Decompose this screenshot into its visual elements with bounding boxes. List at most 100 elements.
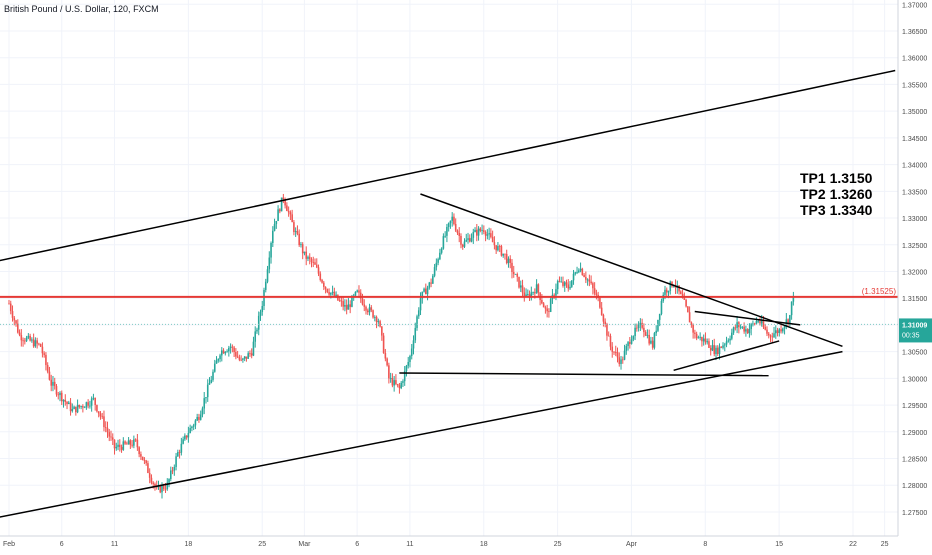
time-tick-label: 11 xyxy=(111,541,118,548)
candle xyxy=(648,329,650,346)
candle xyxy=(440,247,443,255)
candle-body xyxy=(358,290,360,293)
candle-body xyxy=(741,326,744,328)
time-tick-label: Mar xyxy=(298,541,311,548)
candle-body xyxy=(9,303,12,312)
candle xyxy=(588,274,591,287)
candle xyxy=(446,223,448,243)
time-tick-label: 18 xyxy=(480,541,488,548)
candle xyxy=(578,268,580,274)
candle-body xyxy=(414,327,417,341)
candle-body xyxy=(312,262,315,263)
candle-body xyxy=(69,402,72,412)
candle-body xyxy=(391,377,394,386)
time-tick-label: Feb xyxy=(3,541,15,548)
candle-body xyxy=(713,345,716,355)
candle xyxy=(11,305,14,322)
candle-body xyxy=(500,246,503,256)
candle xyxy=(18,329,21,337)
candle xyxy=(410,343,413,360)
candle-body xyxy=(516,274,519,277)
candle xyxy=(279,208,281,214)
candle-body xyxy=(279,209,281,212)
price-tick-label: 1.33000 xyxy=(902,216,927,223)
trendlines xyxy=(0,69,896,518)
candle xyxy=(569,281,571,290)
candle xyxy=(143,457,146,465)
candle xyxy=(428,281,431,290)
candle-body xyxy=(621,359,624,361)
candle-body xyxy=(129,440,132,445)
candle xyxy=(514,273,517,275)
candle-body xyxy=(152,482,155,484)
candle xyxy=(254,326,257,348)
candle-body xyxy=(147,463,149,473)
time-axis: Feb 6 11 18 25 Mar 6 11 18 25 Apr 8 15 22 25 xyxy=(0,535,898,548)
candle-body xyxy=(546,308,548,312)
candle-body xyxy=(71,409,74,412)
candle xyxy=(432,273,434,284)
candle-body xyxy=(307,256,309,259)
candle-body xyxy=(433,267,436,276)
candle xyxy=(48,366,51,381)
candle-body xyxy=(556,281,559,290)
candle xyxy=(701,336,703,347)
candle xyxy=(66,401,68,410)
time-tick-label: 25 xyxy=(881,541,889,548)
candle xyxy=(263,287,265,311)
candle xyxy=(41,342,44,358)
candle xyxy=(76,399,79,414)
candle-body xyxy=(665,289,668,293)
candle xyxy=(257,311,260,336)
candle xyxy=(563,281,566,292)
candle-body xyxy=(643,327,645,333)
candle-body xyxy=(32,339,35,347)
candle xyxy=(590,275,592,285)
candle xyxy=(203,391,206,415)
candle xyxy=(753,322,756,326)
candle xyxy=(242,357,244,363)
candle-body xyxy=(782,328,784,332)
price-badge-bg xyxy=(899,318,932,343)
wedge-upper-line xyxy=(694,310,801,326)
candle-body xyxy=(778,329,781,334)
candle-body xyxy=(39,344,42,347)
candle-body xyxy=(398,385,401,389)
candle-body xyxy=(416,316,418,328)
candle xyxy=(711,339,714,352)
candle-body xyxy=(618,357,621,364)
candle-body xyxy=(695,333,698,339)
candle xyxy=(680,290,682,295)
candle-body xyxy=(651,340,654,348)
candle xyxy=(549,296,552,313)
candle-body xyxy=(683,297,686,300)
candle xyxy=(616,347,619,363)
candle-body xyxy=(115,446,118,449)
candle xyxy=(453,213,455,226)
candle-body xyxy=(537,284,540,293)
candle xyxy=(495,245,497,254)
candle xyxy=(245,356,248,362)
candle xyxy=(136,433,139,451)
candle xyxy=(342,296,344,311)
price-tick-label: 1.37000 xyxy=(902,2,927,9)
candle-body xyxy=(722,345,724,348)
candle xyxy=(206,379,209,402)
candle xyxy=(303,251,306,256)
candle-body xyxy=(685,299,687,307)
candle-body xyxy=(356,290,359,292)
candle xyxy=(439,248,441,261)
candle xyxy=(736,315,738,334)
candle-body xyxy=(444,235,446,237)
candle-body xyxy=(465,239,468,242)
candle xyxy=(498,244,501,253)
candle-body xyxy=(323,282,325,287)
candle-body xyxy=(238,357,241,360)
candle xyxy=(516,272,519,282)
candle-body xyxy=(702,338,705,342)
candle xyxy=(576,266,578,275)
candle-body xyxy=(519,285,522,288)
time-tick-label: 8 xyxy=(703,541,707,548)
candle-body xyxy=(233,347,235,353)
